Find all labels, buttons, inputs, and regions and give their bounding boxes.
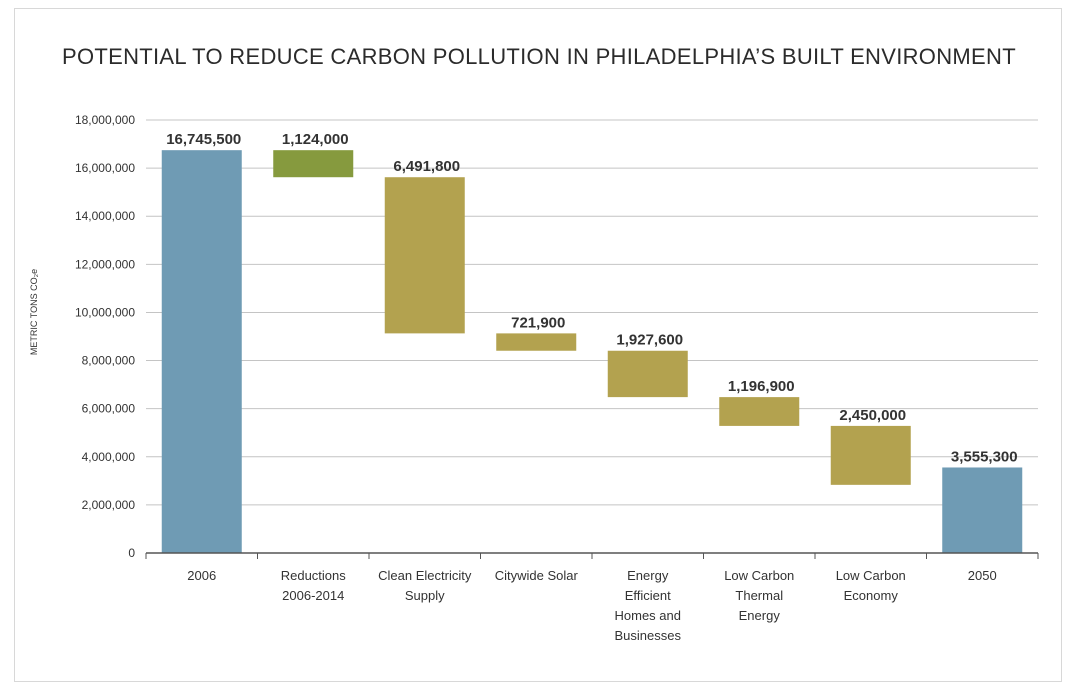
waterfall-bar [719,397,800,426]
x-category-label-line: Homes and [615,608,681,623]
x-category-label-line: Citywide Solar [495,568,579,583]
data-label: 1,196,900 [728,378,795,395]
waterfall-bar [942,467,1023,553]
y-tick-label: 16,000,000 [75,161,135,175]
y-tick-label: 0 [128,546,135,560]
y-tick-label: 10,000,000 [75,305,135,319]
data-label: 16,745,500 [166,131,241,148]
x-category-label-line: Clean Electricity [378,568,472,583]
x-category-label-line: Low Carbon [836,568,906,583]
data-label: 3,555,300 [951,448,1018,465]
y-tick-label: 12,000,000 [75,257,135,271]
x-category-label-line: Efficient [625,588,671,603]
x-category-label-line: Energy [739,608,781,623]
y-tick-label: 14,000,000 [75,209,135,223]
data-label: 6,491,800 [393,158,460,175]
bar-layer [161,150,1023,554]
x-category-label: Reductions 2006-2014 [281,568,347,603]
waterfall-bar [273,150,354,178]
data-label: 1,927,600 [616,332,683,349]
data-label: 1,124,000 [282,131,349,148]
data-label: 721,900 [511,314,565,331]
y-tick-label: 6,000,000 [82,402,136,416]
waterfall-bar [384,177,465,334]
x-category-label-line: Thermal [735,588,783,603]
waterfall-bar [496,333,577,351]
waterfall-bar [830,425,911,485]
x-category-label: 2050 [968,568,997,583]
y-tick-label: 2,000,000 [82,498,136,512]
x-category-label: 2006 [187,568,216,583]
x-category-label-line: 2006 [187,568,216,583]
x-category-label: Low Carbon Thermal Energy [724,568,794,623]
waterfall-bar [161,150,242,554]
chart-title: POTENTIAL TO REDUCE CARBON POLLUTION IN … [62,44,1016,69]
x-category-label-line: 2050 [968,568,997,583]
y-tick-label: 8,000,000 [82,354,136,368]
label-layer: 16,745,500 2006 1,124,000 Reductions 2006-20… [166,131,1017,643]
x-category-label-line: Businesses [615,628,682,643]
y-tick-label: 18,000,000 [75,113,135,127]
grid-layer [146,119,1038,506]
x-category-label-line: 2006-2014 [282,588,344,603]
y-tick-label: 4,000,000 [82,450,136,464]
axis-layer: 0 2,000,000 4,000,000 6,000,000 8,000,000 10,… [75,113,1039,560]
x-category-label: Energy Efficient Homes and Businesses [615,568,682,643]
x-category-label: Citywide Solar [495,568,579,583]
x-category-label-line: Low Carbon [724,568,794,583]
data-label: 2,450,000 [839,407,906,424]
x-category-label: Clean Electricity Supply [378,568,472,603]
x-category-label-line: Supply [405,588,445,603]
x-category-label: Low Carbon Economy [836,568,906,603]
x-category-label-line: Economy [844,588,899,603]
x-category-label-line: Energy [627,568,669,583]
y-axis-title: METRIC TONS CO₂e [29,269,39,355]
x-category-label-line: Reductions [281,568,347,583]
waterfall-bar [607,350,688,398]
